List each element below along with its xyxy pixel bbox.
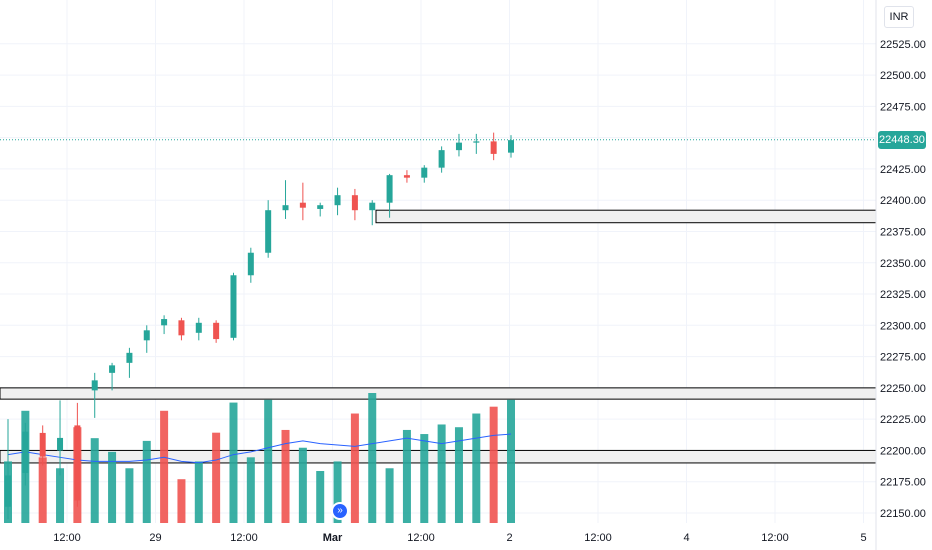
- x-tick-label: 2: [506, 532, 512, 544]
- volume-bar: [38, 457, 47, 523]
- volume-bar: [56, 468, 65, 523]
- candle-body: [57, 437, 64, 451]
- candle-body: [473, 141, 480, 143]
- candle-body: [91, 380, 98, 391]
- candle-body: [438, 150, 445, 168]
- volume-bar: [108, 451, 117, 523]
- x-tick-label: 12:00: [407, 532, 435, 544]
- last-price-tag: 22448.30: [878, 130, 926, 149]
- volume-bar: [507, 399, 515, 523]
- fast-forward-icon[interactable]: »: [331, 502, 349, 520]
- y-tick-label: 22400.00: [880, 195, 926, 207]
- volume-bar: [160, 410, 169, 523]
- candle-body: [178, 320, 185, 336]
- y-tick-label: 22475.00: [880, 101, 926, 113]
- volume-moving-average-line: [7, 433, 512, 464]
- volume-bar: [454, 427, 463, 523]
- candle-body: [455, 142, 462, 151]
- candle-body: [213, 322, 220, 340]
- volume-bar: [298, 447, 307, 523]
- candle-body: [299, 202, 306, 208]
- candle-body: [317, 205, 324, 209]
- candle-body: [195, 322, 202, 333]
- volume-bar: [264, 399, 273, 523]
- candle-body: [403, 175, 410, 178]
- volume-bar: [368, 393, 377, 523]
- volume-bar: [472, 413, 481, 523]
- candlestick-series: [5, 132, 514, 520]
- y-tick-label: 22150.00: [880, 508, 926, 520]
- zone-box: [0, 387, 877, 400]
- candle-body: [351, 195, 358, 211]
- candle-body: [230, 275, 237, 338]
- volume-bar: [246, 457, 255, 523]
- currency-label[interactable]: INR: [884, 6, 914, 28]
- volume-bar: [177, 479, 186, 523]
- zone-box: [375, 209, 877, 224]
- volume-bar: [212, 432, 221, 523]
- candle-body: [282, 205, 289, 211]
- volume-bar: [142, 440, 151, 523]
- x-tick-label: 12:00: [584, 532, 612, 544]
- y-tick-label: 22225.00: [880, 414, 926, 426]
- price-axis: 22525.0022500.0022475.0022450.0022425.00…: [875, 0, 926, 550]
- y-tick-label: 22500.00: [880, 70, 926, 82]
- volume-bar: [402, 429, 411, 523]
- volume-bar: [350, 413, 359, 523]
- x-tick-label: 12:00: [53, 532, 81, 544]
- candle-body: [143, 330, 150, 341]
- candle-body: [5, 475, 11, 507]
- candle-body: [74, 425, 81, 501]
- volume-bar: [489, 406, 498, 523]
- candle-body: [508, 140, 514, 153]
- candle-body: [22, 431, 29, 473]
- y-tick-label: 22325.00: [880, 289, 926, 301]
- x-tick-label: 12:00: [761, 532, 789, 544]
- volume-bar: [125, 468, 134, 523]
- volume-bar: [90, 438, 99, 523]
- candle-body: [386, 175, 393, 203]
- x-tick-label: 4: [683, 532, 689, 544]
- candle-body: [39, 432, 46, 457]
- x-tick-label: Mar: [323, 532, 343, 544]
- y-tick-label: 22275.00: [880, 352, 926, 364]
- volume-bar: [194, 461, 203, 523]
- candle-body: [109, 365, 116, 373]
- y-tick-label: 22425.00: [880, 164, 926, 176]
- candle-body: [334, 195, 341, 206]
- candle-body: [161, 319, 168, 326]
- volume-bar: [229, 402, 238, 523]
- volume-bar: [333, 461, 342, 523]
- candle-body: [490, 141, 497, 154]
- candle-body: [421, 167, 428, 178]
- y-tick-label: 22175.00: [880, 477, 926, 489]
- y-tick-label: 22375.00: [880, 226, 926, 238]
- volume-bar: [385, 468, 394, 523]
- volume-bar: [437, 424, 446, 523]
- candle-body: [247, 252, 254, 276]
- y-tick-label: 22200.00: [880, 445, 926, 457]
- volume-bar: [420, 434, 429, 523]
- x-tick-label: 29: [149, 532, 161, 544]
- candle-body: [369, 202, 376, 211]
- y-tick-label: 22525.00: [880, 39, 926, 51]
- candle-body: [126, 352, 133, 363]
- volume-bar: [316, 471, 325, 523]
- x-tick-label: 5: [860, 532, 866, 544]
- y-tick-label: 22350.00: [880, 258, 926, 270]
- time-axis: 12:00 29 12:00 Mar 12:00 2 12:00 4 12:00 5: [53, 532, 866, 544]
- x-tick-label: 12:00: [230, 532, 258, 544]
- volume-bar: [281, 429, 290, 523]
- y-tick-label: 22250.00: [880, 383, 926, 395]
- y-tick-label: 22300.00: [880, 320, 926, 332]
- candle-body: [265, 210, 272, 253]
